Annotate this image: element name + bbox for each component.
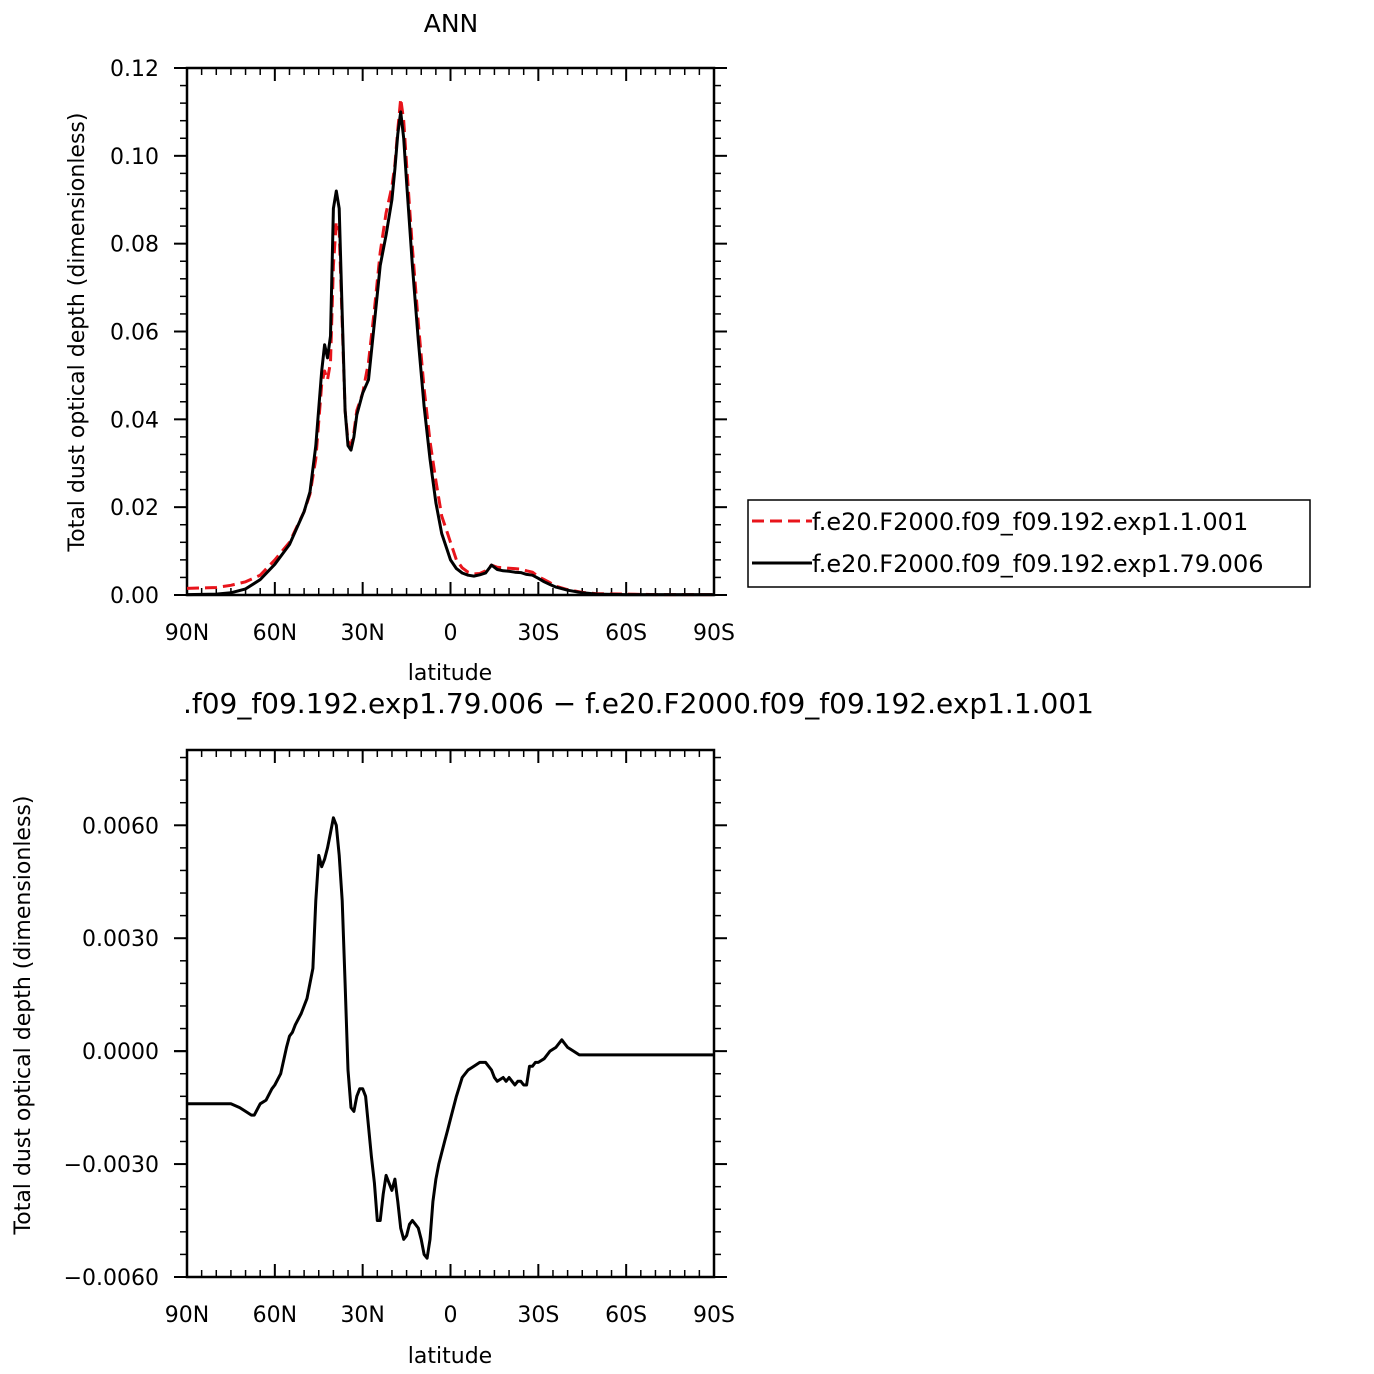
x-tick-label: 30S <box>517 621 559 646</box>
top-y-tick-labels: 0.00 0.02 0.04 0.06 0.08 0.10 0.12 <box>110 57 159 609</box>
x-tick-label: 0 <box>444 621 458 646</box>
top-chart-title: ANN <box>424 9 479 38</box>
x-tick-label: 60S <box>605 621 647 646</box>
y-tick-label: 0.10 <box>110 145 159 170</box>
top-x-tick-labels: 90N 60N 30N 0 30S 60S 90S <box>165 621 735 646</box>
x-tick-label: 0 <box>444 1303 458 1328</box>
x-tick-label: 90S <box>693 1303 735 1328</box>
top-y-axis-label: Total dust optical depth (dimensionless) <box>65 113 90 553</box>
bottom-panel: .f09_f09.192.exp1.79.006 − f.e20.F2000.f… <box>11 687 1094 1369</box>
bottom-chart-title: .f09_f09.192.exp1.79.006 − f.e20.F2000.f… <box>183 687 1094 720</box>
x-tick-label: 60N <box>253 1303 297 1328</box>
y-tick-label: −0.0030 <box>64 1153 159 1178</box>
bottom-series-lines <box>187 816 714 1260</box>
top-series-lines <box>186 97 714 597</box>
legend-label-series-2: f.e20.F2000.f09_f09.192.exp1.79.006 <box>812 550 1263 578</box>
bottom-plot-frame <box>185 748 716 1279</box>
y-tick-label: 0.0030 <box>82 927 159 952</box>
y-tick-label: 0.0060 <box>82 814 159 839</box>
legend-box <box>747 499 1311 588</box>
y-tick-label: 0.08 <box>110 233 159 258</box>
top-panel: ANN 0.00 0.02 0.04 0.06 0.08 0.10 0.12 90N 60N 3… <box>65 9 735 686</box>
series-line-2 <box>186 110 714 597</box>
top-plot-frame <box>185 66 716 597</box>
top-x-axis-label: latitude <box>408 661 492 686</box>
series-line-1 <box>186 97 714 597</box>
x-tick-label: 90N <box>165 1303 209 1328</box>
top-ticks <box>174 67 727 596</box>
x-tick-label: 90S <box>693 621 735 646</box>
x-tick-label: 60S <box>605 1303 647 1328</box>
x-tick-label: 30N <box>340 1303 384 1328</box>
x-tick-label: 60N <box>253 621 297 646</box>
y-tick-label: 0.12 <box>110 57 159 82</box>
y-tick-label: 0.02 <box>110 496 159 521</box>
series-line-1 <box>187 816 714 1260</box>
bottom-y-axis-label: Total dust optical depth (dimensionless) <box>11 796 36 1236</box>
bottom-ticks <box>174 750 727 1278</box>
bottom-x-tick-labels: 90N 60N 30N 0 30S 60S 90S <box>165 1303 735 1328</box>
y-tick-label: 0.04 <box>110 408 159 433</box>
x-tick-label: 90N <box>165 621 209 646</box>
x-tick-label: 30S <box>517 1303 559 1328</box>
legend: f.e20.F2000.f09_f09.192.exp1.1.001 f.e20… <box>747 499 1311 588</box>
bottom-x-axis-label: latitude <box>408 1344 492 1369</box>
bottom-y-tick-labels: −0.0060 −0.0030 0.0000 0.0030 0.0060 <box>64 814 159 1291</box>
y-tick-label: 0.0000 <box>82 1040 159 1065</box>
legend-label-series-1: f.e20.F2000.f09_f09.192.exp1.1.001 <box>812 508 1248 536</box>
y-tick-label: −0.0060 <box>64 1266 159 1291</box>
x-tick-label: 30N <box>340 621 384 646</box>
y-tick-label: 0.06 <box>110 321 159 346</box>
y-tick-label: 0.00 <box>110 584 159 609</box>
